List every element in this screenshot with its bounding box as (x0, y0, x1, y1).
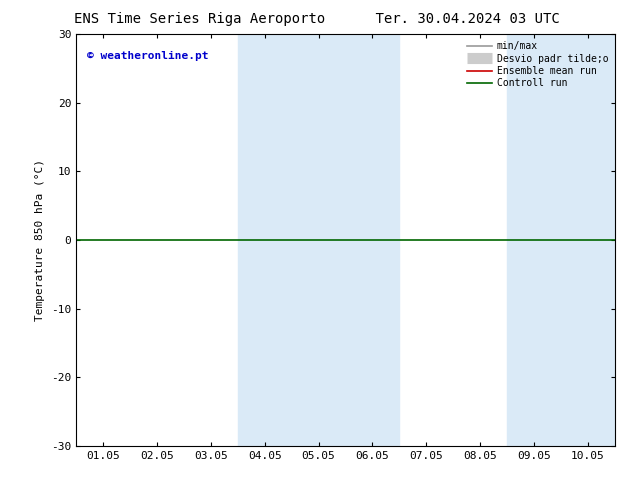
Legend: min/max, Desvio padr tilde;o, Ensemble mean run, Controll run: min/max, Desvio padr tilde;o, Ensemble m… (465, 39, 610, 90)
Bar (238, 34, 399, 446)
Y-axis label: Temperature 850 hPa (°C): Temperature 850 hPa (°C) (36, 159, 46, 321)
Text: © weatheronline.pt: © weatheronline.pt (87, 51, 209, 61)
Bar (507, 34, 615, 446)
Text: ENS Time Series Riga Aeroporto      Ter. 30.04.2024 03 UTC: ENS Time Series Riga Aeroporto Ter. 30.0… (74, 12, 560, 26)
